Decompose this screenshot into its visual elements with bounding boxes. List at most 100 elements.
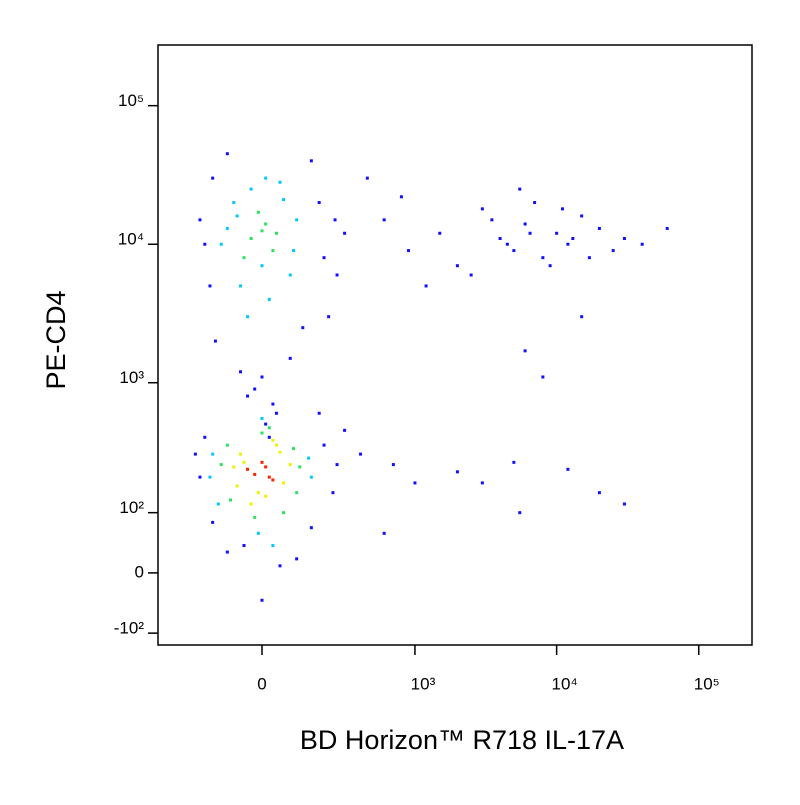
- point: [249, 502, 253, 506]
- point: [260, 416, 264, 420]
- point: [225, 152, 229, 156]
- point: [198, 218, 202, 222]
- point: [213, 339, 217, 343]
- x-tick-label: 0: [257, 674, 266, 693]
- x-tick-label: 10³: [411, 674, 436, 693]
- point: [307, 456, 311, 460]
- point: [301, 326, 305, 330]
- point: [232, 465, 236, 469]
- point: [203, 242, 207, 246]
- point: [317, 201, 321, 205]
- point: [580, 214, 584, 218]
- y-tick-label: 10²: [119, 498, 144, 517]
- point: [271, 438, 275, 442]
- point: [597, 491, 601, 495]
- point: [335, 463, 339, 467]
- point: [480, 207, 484, 211]
- point: [271, 478, 275, 482]
- point: [253, 515, 257, 519]
- y-tick-label: 0: [135, 562, 144, 581]
- point: [480, 481, 484, 485]
- point: [246, 394, 250, 398]
- point: [407, 249, 411, 253]
- point: [548, 264, 552, 268]
- point: [253, 387, 257, 391]
- point: [455, 470, 459, 474]
- point: [281, 198, 285, 202]
- point: [264, 494, 268, 498]
- point: [242, 544, 246, 548]
- point: [278, 180, 282, 184]
- point: [256, 491, 260, 495]
- point: [225, 550, 229, 554]
- point: [335, 273, 339, 277]
- point: [239, 370, 243, 374]
- point: [232, 201, 236, 205]
- point: [211, 520, 215, 524]
- point: [260, 375, 264, 379]
- point: [523, 349, 527, 353]
- point: [288, 356, 292, 360]
- point: [242, 256, 246, 260]
- y-tick-label: 10⁵: [118, 91, 144, 110]
- point: [391, 463, 395, 467]
- point: [640, 242, 644, 246]
- point: [382, 531, 386, 535]
- y-tick-label: 10³: [119, 368, 144, 387]
- point: [264, 422, 268, 426]
- point: [512, 249, 516, 253]
- point: [267, 297, 271, 301]
- point: [295, 218, 299, 222]
- point: [249, 187, 253, 191]
- point: [413, 481, 417, 485]
- point: [327, 315, 331, 319]
- point: [260, 598, 264, 602]
- x-axis-title: BD Horizon™ R718 IL-17A: [300, 725, 624, 755]
- point: [523, 222, 527, 226]
- point: [382, 218, 386, 222]
- point: [203, 435, 207, 439]
- point: [211, 452, 215, 456]
- y-axis-title: PE-CD4: [41, 290, 71, 389]
- point: [533, 201, 537, 205]
- point: [597, 226, 601, 230]
- plot-frame: [157, 44, 753, 646]
- point: [242, 460, 246, 464]
- point: [253, 472, 257, 476]
- point: [260, 460, 264, 464]
- point: [505, 242, 509, 246]
- point: [235, 484, 239, 488]
- point: [288, 463, 292, 467]
- point: [229, 498, 233, 502]
- point: [260, 229, 264, 233]
- point: [193, 452, 197, 456]
- point: [455, 264, 459, 268]
- point: [219, 242, 223, 246]
- point: [264, 222, 268, 226]
- point: [611, 249, 615, 253]
- point: [541, 375, 545, 379]
- point: [665, 226, 669, 230]
- y-tick-label: -10²: [114, 619, 145, 638]
- point: [512, 460, 516, 464]
- point: [239, 284, 243, 288]
- point: [281, 481, 285, 485]
- point: [208, 284, 212, 288]
- point: [490, 218, 494, 222]
- point: [274, 231, 278, 235]
- point: [260, 264, 264, 268]
- point: [211, 176, 215, 180]
- point: [235, 214, 239, 218]
- point: [322, 443, 326, 447]
- point: [291, 447, 295, 451]
- point: [271, 544, 275, 548]
- point: [267, 426, 271, 430]
- point: [580, 315, 584, 319]
- point: [267, 475, 271, 479]
- point: [225, 226, 229, 230]
- point: [219, 463, 223, 467]
- point: [566, 467, 570, 471]
- point: [424, 284, 428, 288]
- point: [555, 231, 559, 235]
- y-tick-label: 10⁴: [118, 230, 144, 249]
